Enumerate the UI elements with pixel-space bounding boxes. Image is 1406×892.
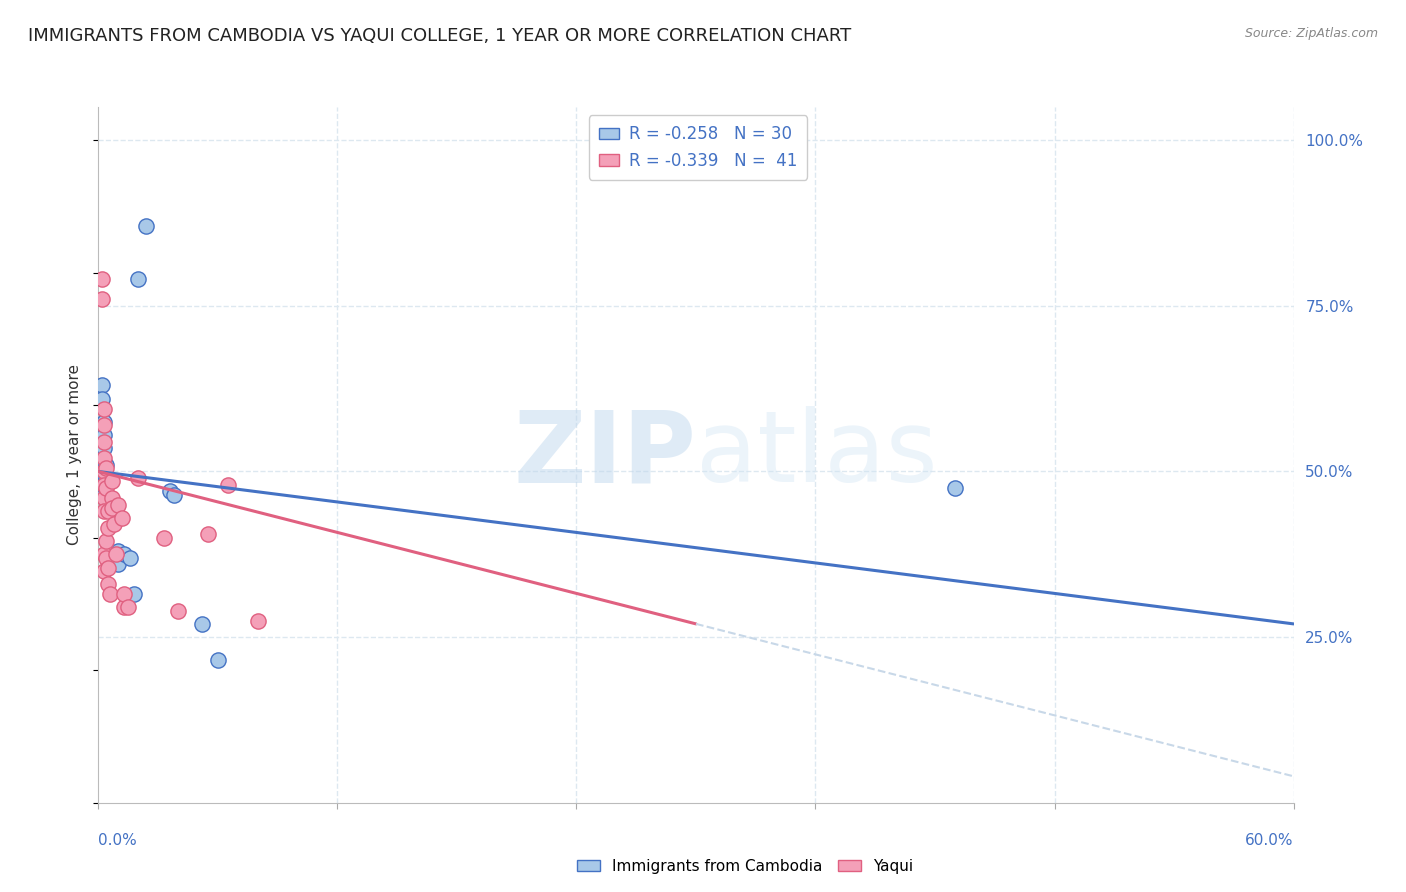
Point: [101, 475, 124, 489]
Point: [96, 471, 118, 485]
Point: [100, 587, 122, 601]
Point: [93, 415, 115, 429]
Point: [124, 587, 146, 601]
Point: [120, 550, 142, 565]
Point: [97, 494, 120, 508]
Point: [91, 292, 114, 306]
Point: [111, 511, 134, 525]
Point: [107, 558, 129, 572]
Point: [93, 465, 115, 479]
Point: [159, 484, 181, 499]
Point: [163, 488, 186, 502]
Point: [96, 461, 118, 475]
Point: [105, 504, 128, 518]
Point: [93, 428, 115, 442]
Point: [97, 577, 120, 591]
Point: [246, 614, 269, 628]
Point: [93, 442, 115, 456]
Point: [93, 477, 115, 491]
Point: [91, 392, 114, 406]
Point: [93, 451, 115, 466]
Point: [96, 550, 118, 565]
Point: [197, 527, 219, 541]
Point: [107, 544, 129, 558]
Point: [93, 547, 115, 561]
Y-axis label: College, 1 year or more: College, 1 year or more: [67, 365, 83, 545]
Legend: Immigrants from Cambodia, Yaqui: Immigrants from Cambodia, Yaqui: [571, 853, 920, 880]
Point: [101, 494, 124, 508]
Text: 60.0%: 60.0%: [1246, 833, 1294, 848]
Point: [93, 491, 115, 505]
Text: ZIP: ZIP: [513, 407, 696, 503]
Point: [167, 604, 190, 618]
Point: [100, 491, 122, 505]
Point: [101, 504, 124, 518]
Text: 0.0%: 0.0%: [98, 833, 138, 848]
Point: [105, 511, 128, 525]
Point: [207, 653, 229, 667]
Point: [101, 500, 124, 515]
Point: [93, 504, 115, 518]
Point: [153, 531, 176, 545]
Point: [93, 467, 115, 482]
Point: [127, 272, 149, 286]
Point: [117, 600, 139, 615]
Point: [97, 560, 120, 574]
Point: [217, 477, 239, 491]
Point: [191, 616, 214, 631]
Point: [93, 477, 115, 491]
Point: [112, 547, 135, 561]
Point: [93, 564, 115, 578]
Point: [93, 454, 115, 468]
Point: [100, 498, 122, 512]
Point: [943, 481, 966, 495]
Point: [93, 401, 115, 416]
Point: [135, 219, 157, 234]
Point: [103, 498, 125, 512]
Legend: R = -0.258   N = 30, R = -0.339   N =  41: R = -0.258 N = 30, R = -0.339 N = 41: [589, 115, 807, 179]
Point: [96, 458, 118, 472]
Point: [112, 600, 135, 615]
Point: [103, 517, 125, 532]
Point: [112, 587, 135, 601]
Text: Source: ZipAtlas.com: Source: ZipAtlas.com: [1244, 27, 1378, 40]
Point: [127, 471, 149, 485]
Point: [96, 534, 118, 549]
Point: [93, 418, 115, 433]
Point: [93, 434, 115, 449]
Point: [93, 488, 115, 502]
Point: [97, 500, 120, 515]
Point: [91, 378, 114, 392]
Point: [97, 504, 120, 518]
Text: atlas: atlas: [696, 407, 938, 503]
Point: [91, 272, 114, 286]
Point: [96, 481, 118, 495]
Point: [105, 547, 128, 561]
Point: [101, 491, 124, 505]
Text: IMMIGRANTS FROM CAMBODIA VS YAQUI COLLEGE, 1 YEAR OR MORE CORRELATION CHART: IMMIGRANTS FROM CAMBODIA VS YAQUI COLLEG…: [28, 27, 852, 45]
Point: [107, 498, 129, 512]
Point: [97, 521, 120, 535]
